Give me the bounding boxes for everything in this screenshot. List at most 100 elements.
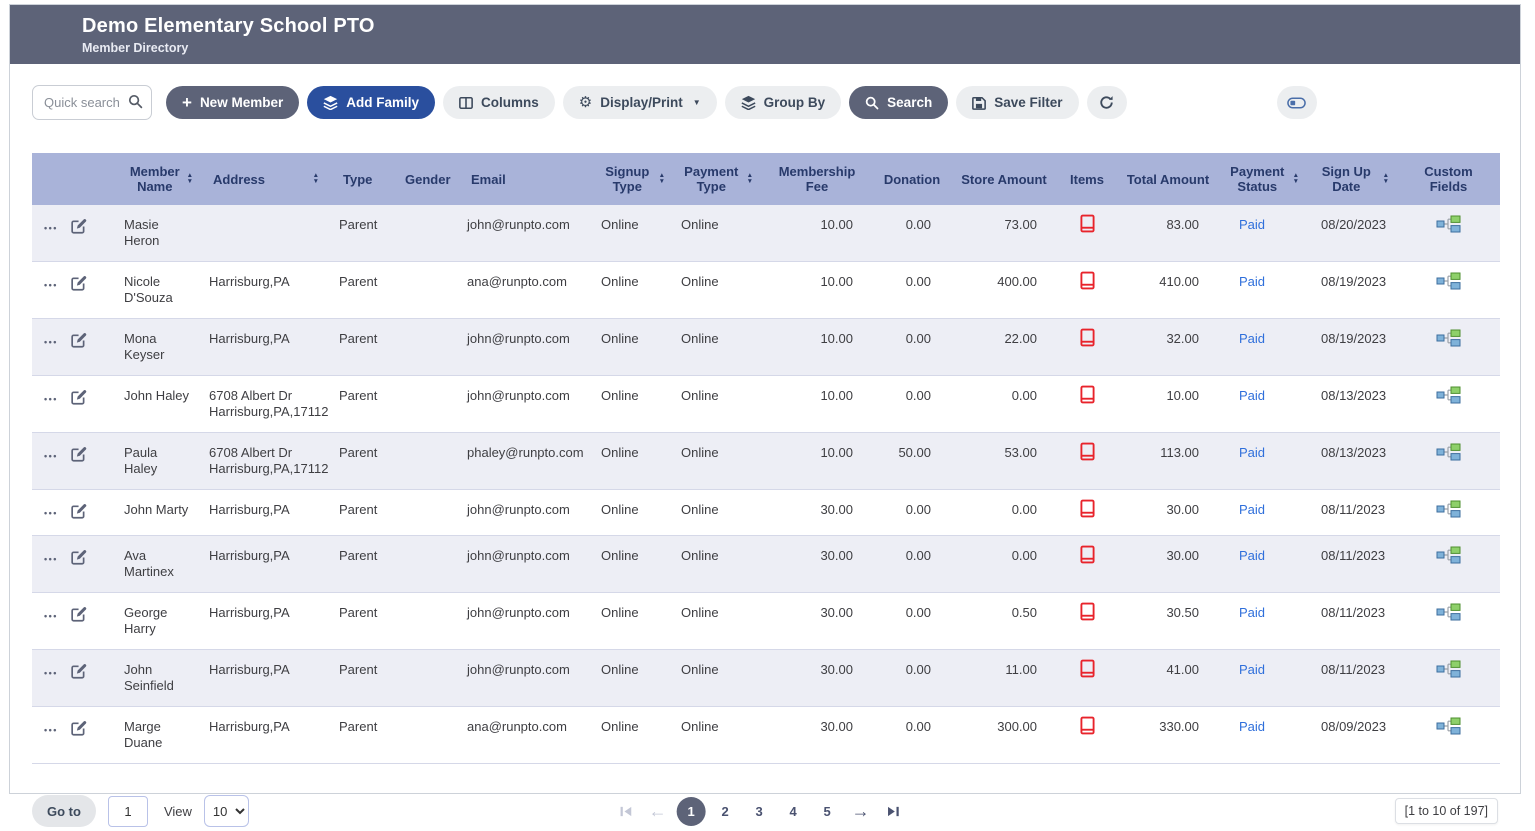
go-to-button[interactable]: Go to [32, 795, 96, 827]
page-size-select[interactable]: 10 [203, 795, 249, 827]
table-row: ••• Masie Heron Parent john@runpto.com O… [32, 205, 1500, 262]
row-menu-button[interactable]: ••• [44, 451, 58, 461]
custom-fields-sitemap-icon[interactable] [1436, 214, 1462, 238]
last-page-button[interactable] [880, 797, 906, 825]
edit-icon[interactable] [70, 720, 87, 740]
items-receipt-icon[interactable] [1079, 602, 1095, 625]
payment-status-cell: Paid [1219, 375, 1307, 433]
search-button[interactable]: Search [849, 86, 949, 119]
payment-status-link[interactable]: Paid [1239, 548, 1266, 563]
group-by-button[interactable]: Group By [724, 86, 842, 119]
payment-status-link[interactable]: Paid [1239, 217, 1266, 232]
col-member-name[interactable]: Member Name [116, 153, 201, 205]
custom-fields-sitemap-icon[interactable] [1436, 271, 1462, 295]
custom-fields-sitemap-icon[interactable] [1436, 716, 1462, 740]
toolbar: + New Member Add Family Columns ⚙ Displa… [32, 85, 1498, 120]
edit-icon[interactable] [70, 549, 87, 569]
items-receipt-icon[interactable] [1079, 385, 1095, 408]
items-receipt-icon[interactable] [1079, 442, 1095, 465]
row-menu-button[interactable]: ••• [44, 337, 58, 347]
page-number-button[interactable]: 4 [779, 797, 808, 826]
quick-search-input[interactable] [32, 85, 152, 120]
table-header-row: Member Name Address Type Gender Email Si… [32, 153, 1500, 205]
payment-status-link[interactable]: Paid [1239, 331, 1266, 346]
edit-icon[interactable] [70, 332, 87, 352]
row-menu-button[interactable]: ••• [44, 554, 58, 564]
row-menu-button[interactable]: ••• [44, 223, 58, 233]
type-cell: Parent [331, 375, 393, 433]
member-name-cell: John Marty [116, 489, 201, 536]
col-payment-type[interactable]: Payment Type [673, 153, 761, 205]
edit-icon[interactable] [70, 275, 87, 295]
custom-fields-sitemap-icon[interactable] [1436, 442, 1462, 466]
items-receipt-icon[interactable] [1079, 328, 1095, 351]
payment-status-link[interactable]: Paid [1239, 662, 1266, 677]
layers-icon [323, 95, 338, 110]
page-number-button[interactable]: 2 [711, 797, 740, 826]
col-address[interactable]: Address [201, 153, 331, 205]
row-menu-button[interactable]: ••• [44, 611, 58, 621]
total-amount-cell: 30.00 [1117, 535, 1219, 593]
payment-status-link[interactable]: Paid [1239, 388, 1266, 403]
save-filter-button[interactable]: Save Filter [956, 86, 1079, 119]
signup-type-cell: Online [593, 535, 673, 593]
page-number-input[interactable] [107, 795, 148, 827]
items-cell [1057, 535, 1117, 593]
donation-cell: 0.00 [873, 592, 951, 650]
address-cell: Harrisburg,PA [201, 261, 331, 319]
payment-status-link[interactable]: Paid [1239, 274, 1266, 289]
columns-button[interactable]: Columns [442, 86, 555, 119]
custom-fields-sitemap-icon[interactable] [1436, 328, 1462, 352]
header-bar: Demo Elementary School PTO Member Direct… [10, 5, 1520, 64]
quick-search [32, 85, 152, 120]
custom-fields-sitemap-icon[interactable] [1436, 499, 1462, 523]
items-receipt-icon[interactable] [1079, 716, 1095, 739]
payment-status-cell: Paid [1219, 535, 1307, 593]
edit-icon[interactable] [70, 389, 87, 409]
edit-icon[interactable] [70, 663, 87, 683]
next-page-button[interactable]: → [848, 797, 874, 825]
edit-icon[interactable] [70, 218, 87, 238]
edit-icon[interactable] [70, 503, 87, 523]
row-menu-button[interactable]: ••• [44, 725, 58, 735]
page-number-button[interactable]: 5 [813, 797, 842, 826]
items-receipt-icon[interactable] [1079, 545, 1095, 568]
payment-status-link[interactable]: Paid [1239, 719, 1266, 734]
new-member-button[interactable]: + New Member [166, 86, 300, 119]
row-menu-button[interactable]: ••• [44, 508, 58, 518]
display-print-button[interactable]: ⚙ Display/Print ▼ [562, 86, 717, 119]
edit-icon[interactable] [70, 446, 87, 466]
payment-status-link[interactable]: Paid [1239, 502, 1266, 517]
previous-page-button[interactable]: ← [645, 797, 671, 825]
sort-icon [1293, 173, 1299, 185]
col-payment-status[interactable]: Payment Status [1219, 153, 1307, 205]
page-subtitle: Member Directory [82, 40, 189, 55]
payment-status-cell: Paid [1219, 205, 1307, 262]
payment-status-link[interactable]: Paid [1239, 445, 1266, 460]
sign-up-date-cell: 08/19/2023 [1307, 261, 1397, 319]
row-menu-button[interactable]: ••• [44, 668, 58, 678]
row-menu-button[interactable]: ••• [44, 394, 58, 404]
custom-fields-sitemap-icon[interactable] [1436, 545, 1462, 569]
page-number-button[interactable]: 3 [745, 797, 774, 826]
custom-fields-sitemap-icon[interactable] [1436, 385, 1462, 409]
col-sign-up-date[interactable]: Sign Up Date [1307, 153, 1397, 205]
payment-status-link[interactable]: Paid [1239, 605, 1266, 620]
items-receipt-icon[interactable] [1079, 499, 1095, 522]
first-page-button[interactable] [613, 797, 639, 825]
add-family-button[interactable]: Add Family [307, 86, 435, 119]
items-receipt-icon[interactable] [1079, 659, 1095, 682]
app-window: Demo Elementary School PTO Member Direct… [9, 4, 1521, 827]
toggle-view-button[interactable] [1276, 86, 1317, 119]
items-receipt-icon[interactable] [1079, 214, 1095, 237]
refresh-button[interactable] [1086, 86, 1127, 119]
edit-icon[interactable] [70, 606, 87, 626]
col-signup-type[interactable]: Signup Type [593, 153, 673, 205]
items-receipt-icon[interactable] [1079, 271, 1095, 294]
row-actions-cell: ••• [32, 649, 116, 707]
custom-fields-sitemap-icon[interactable] [1436, 602, 1462, 626]
page-number-button[interactable]: 1 [676, 796, 706, 826]
payment-status-cell: Paid [1219, 706, 1307, 764]
row-menu-button[interactable]: ••• [44, 280, 58, 290]
custom-fields-sitemap-icon[interactable] [1436, 659, 1462, 683]
